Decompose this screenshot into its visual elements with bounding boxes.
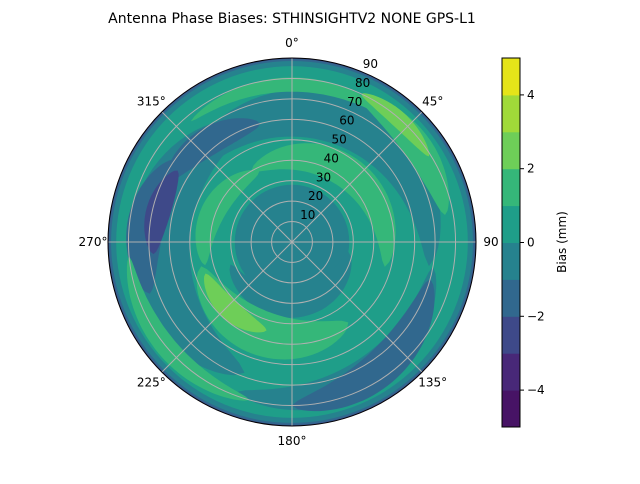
angular-tick-label: 45° — [422, 94, 443, 108]
angular-gridline — [161, 241, 293, 373]
radial-tick-label: 10 — [300, 208, 315, 222]
colorbar-tick-label: −2 — [527, 309, 545, 323]
angular-tick-label: 315° — [137, 94, 166, 108]
contour-region-level--2 — [292, 279, 435, 412]
radial-tick-label: 70 — [347, 95, 362, 109]
colorbar: −4 −2 0 2 4 — [501, 57, 545, 428]
radial-tick-label: 50 — [331, 133, 346, 147]
angular-gridline — [161, 111, 293, 243]
contour-region-level-1 — [126, 256, 250, 401]
angular-tick-label: 135° — [418, 376, 447, 390]
radial-tick-label: 90 — [363, 57, 378, 71]
angular-tick-label: 90 — [483, 235, 498, 249]
contour-region-level--1 — [185, 89, 441, 267]
colorbar-segment — [502, 131, 520, 170]
contour-region-level-2 — [204, 273, 267, 333]
contour-region-level-1 — [190, 77, 394, 122]
contour-region-level-2 — [361, 93, 430, 157]
contour-region-level--3 — [144, 170, 179, 255]
polar-frame — [107, 57, 477, 427]
angular-gridline — [291, 111, 423, 243]
angular-tick-label: 0° — [285, 36, 299, 50]
colorbar-label: Bias (mm) — [555, 211, 569, 273]
radial-tick-label: 30 — [316, 170, 331, 184]
contour-region-level-1 — [196, 266, 349, 360]
angular-tick-label: 225° — [137, 376, 166, 390]
contour-region-level--1 — [229, 251, 352, 318]
contour-region-level-1 — [359, 96, 449, 215]
chart-title: Antenna Phase Biases: STHINSIGHTV2 NONE … — [108, 11, 476, 27]
angular-tick-labels: 0° 45° 90 135° 180° 225° 270° 315° — [79, 36, 499, 448]
colorbar-segment — [502, 94, 520, 133]
radial-tick-label: 60 — [339, 114, 354, 128]
colorbar-segment — [502, 316, 520, 354]
colorbar-segment — [502, 58, 520, 96]
colorbar-segment — [502, 168, 520, 207]
radial-tick-label: 80 — [355, 76, 370, 90]
colorbar-tick-label: 2 — [527, 162, 535, 176]
radial-tick-labels: 10 20 30 40 50 60 70 80 90 — [300, 57, 378, 222]
colorbar-tick-label: 4 — [527, 88, 535, 102]
colorbar-segment — [502, 353, 520, 391]
colorbar-segment — [502, 279, 520, 317]
colorbar-tick-label: −4 — [527, 383, 545, 397]
angular-tick-label: 270° — [79, 235, 108, 249]
angular-gridline — [291, 241, 423, 373]
radial-tick-label: 20 — [308, 189, 323, 203]
polar-grid — [108, 58, 476, 426]
contour-region-level-1 — [195, 170, 260, 266]
angular-tick-label: 180° — [278, 434, 307, 448]
radial-tick-label: 40 — [324, 151, 339, 165]
contour-region-level--2 — [164, 118, 261, 184]
colorbar-segment — [502, 242, 520, 280]
colorbar-segment — [502, 205, 520, 243]
colorbar-tick-label: 0 — [527, 236, 535, 250]
colorbar-segment — [502, 390, 520, 428]
